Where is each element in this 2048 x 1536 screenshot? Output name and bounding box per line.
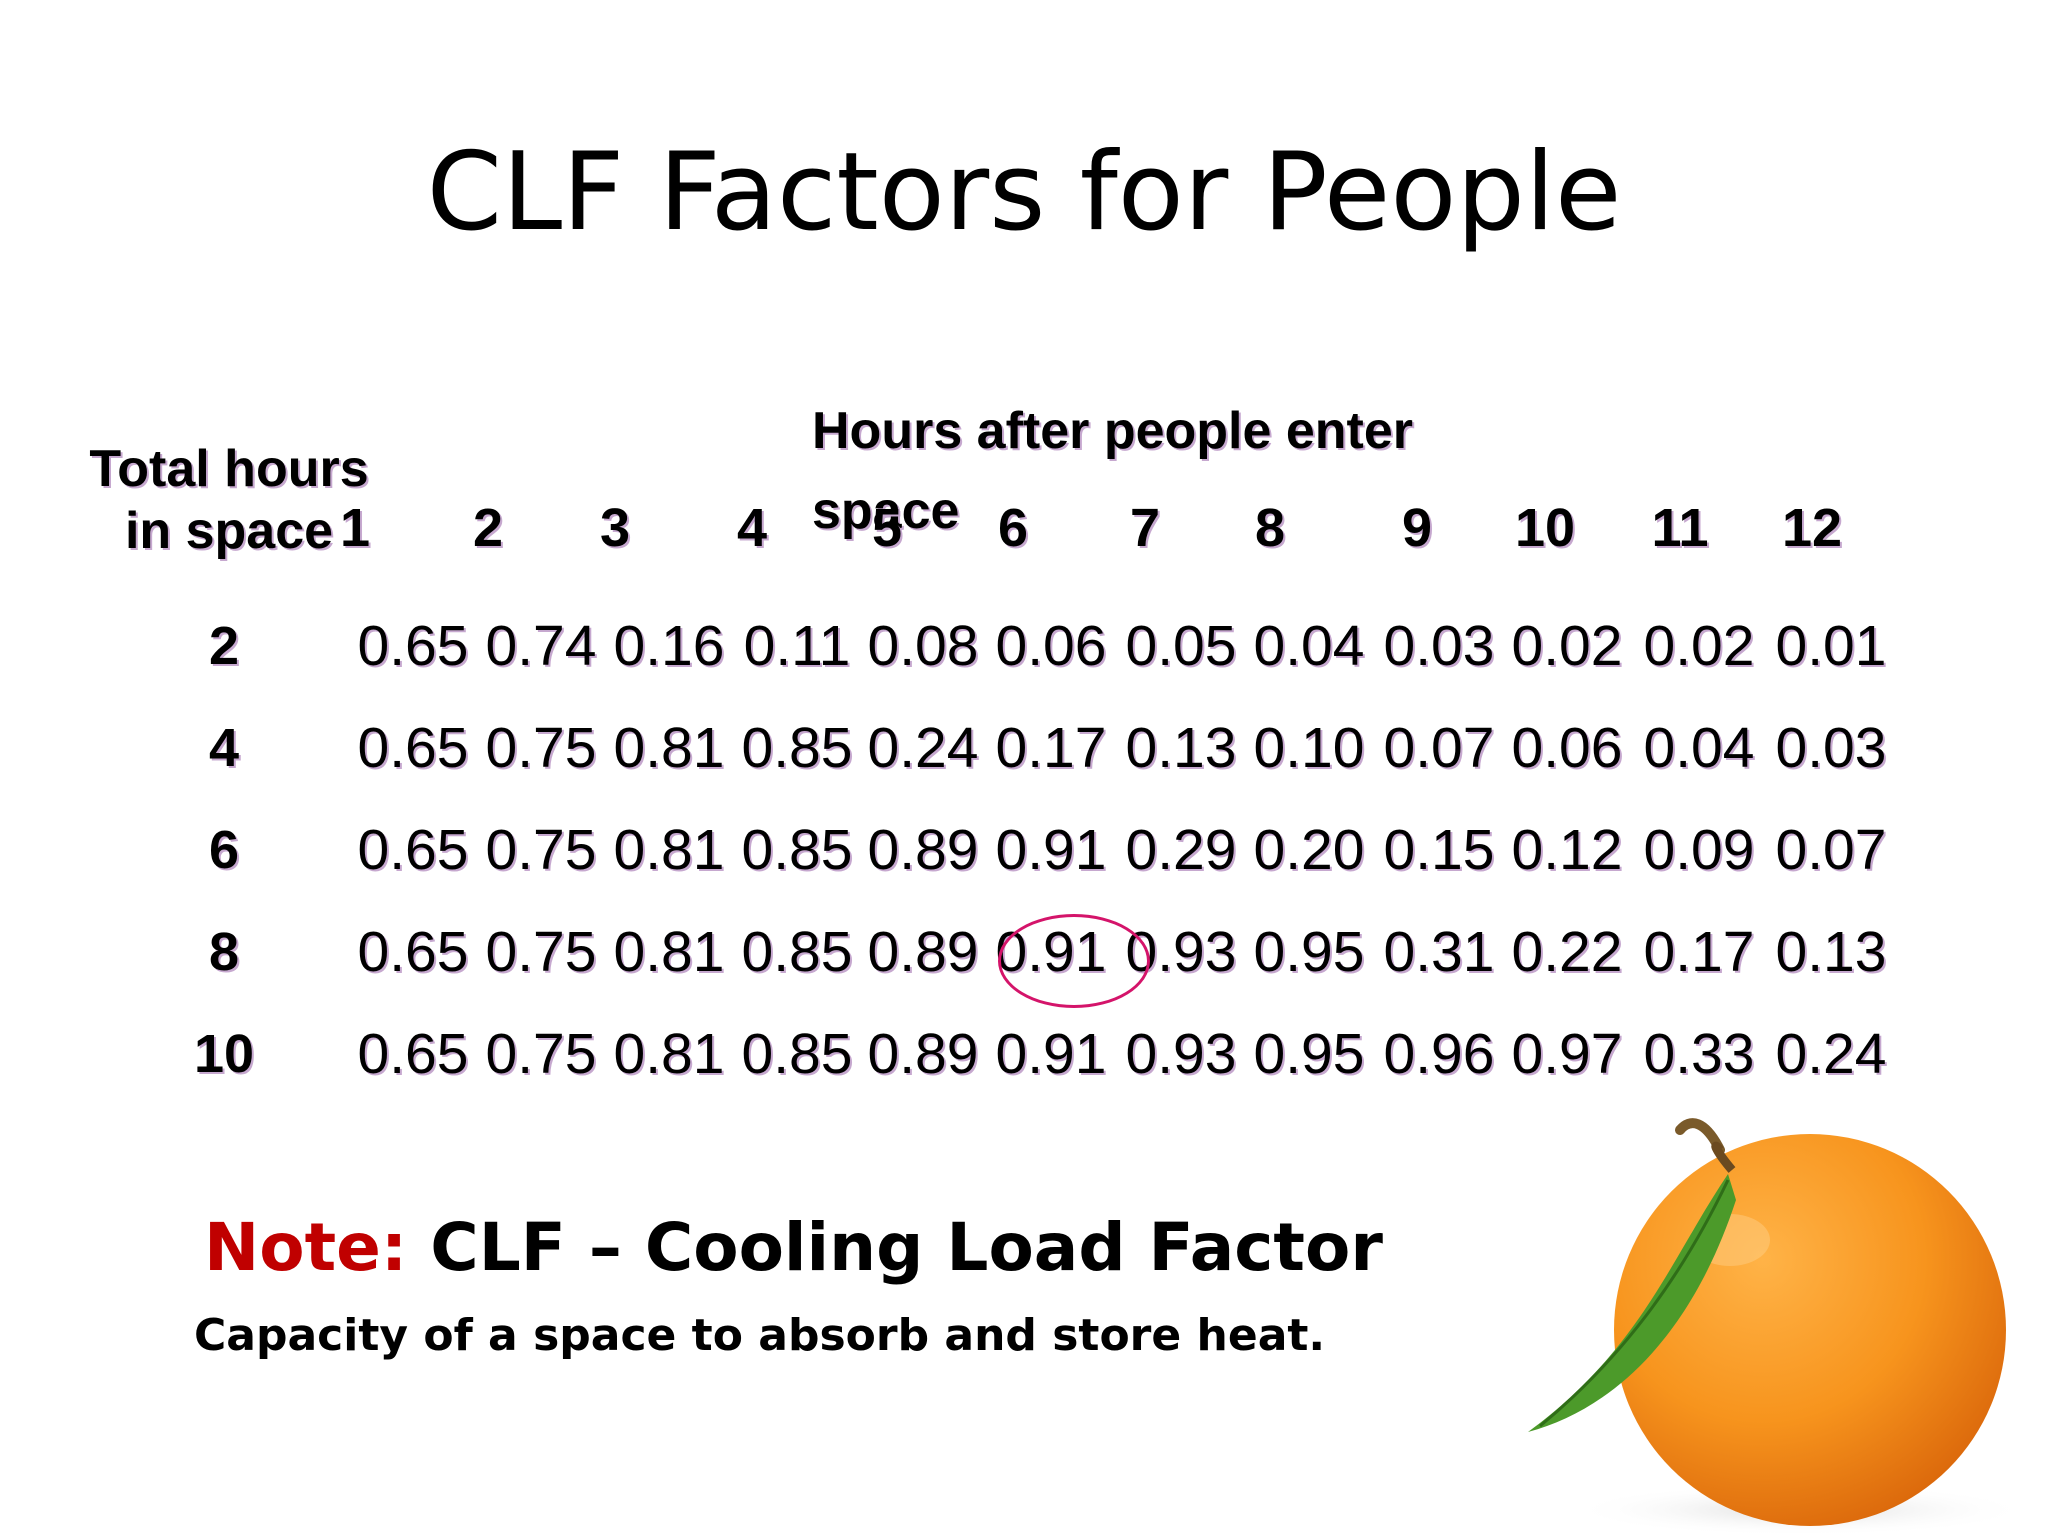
table-cell: 0.65 [357,920,469,984]
table-cell: 0.85 [741,818,853,882]
row-label: 2 [208,616,240,676]
slide-title: CLF Factors for People [426,130,1622,255]
row-header-line-2: in space [124,502,334,560]
column-header: Hours after people enter space [812,400,1512,540]
column-number: 3 [599,498,631,558]
note: Note: CLF – Cooling Load Factor [204,1208,1383,1288]
table-cell: 0.81 [613,1022,725,1086]
table-cell: 0.06 [1511,716,1623,780]
table-cell: 0.05 [1125,614,1237,678]
table-cell: 0.91 [995,1022,1107,1086]
table-cell: 0.81 [613,818,725,882]
table-cell: 0.22 [1511,920,1623,984]
table-cell: 0.11 [743,614,851,678]
column-number: 5 [871,498,903,558]
table-cell: 0.29 [1125,818,1237,882]
table-cell: 0.89 [867,920,979,984]
column-number: 10 [1514,498,1576,558]
table-cell: 0.75 [485,818,597,882]
table-cell: 0.24 [1775,1022,1887,1086]
table-cell: 0.75 [485,1022,597,1086]
table-cell: 0.07 [1383,716,1495,780]
table-cell: 0.85 [741,716,853,780]
table-cell: 0.97 [1511,1022,1623,1086]
note-label: Note: [204,1209,408,1286]
table-cell: 0.17 [1643,920,1755,984]
row-label: 10 [193,1024,255,1084]
table-cell: 0.65 [357,818,469,882]
table-cell: 0.65 [357,716,469,780]
table-cell: 0.96 [1383,1022,1495,1086]
column-number: 2 [472,498,504,558]
table-cell: 0.02 [1643,614,1755,678]
column-number: 11 [1651,498,1709,558]
table-cell: 0.20 [1253,818,1365,882]
table-cell: 0.09 [1643,818,1755,882]
table-cell: 0.89 [867,1022,979,1086]
row-label: 6 [208,820,240,880]
table-cell: 0.13 [1775,920,1887,984]
table-cell: 0.16 [613,614,725,678]
column-number: 7 [1129,498,1161,558]
column-number: 4 [736,498,768,558]
column-number: 8 [1254,498,1286,558]
table-cell: 0.01 [1775,614,1887,678]
column-number: 1 [339,498,371,558]
table-cell: 0.65 [357,1022,469,1086]
table-cell: 0.17 [995,716,1107,780]
table-cell: 0.93 [1125,1022,1237,1086]
row-label: 4 [208,718,240,778]
highlight-circle [998,914,1150,1008]
column-header-line-1: Hours after people enter [812,402,1414,460]
column-number: 12 [1781,498,1843,558]
column-number: 6 [997,498,1029,558]
table-cell: 0.85 [741,920,853,984]
table-cell: 0.95 [1253,1022,1365,1086]
row-header-line-1: Total hours [89,440,369,498]
table-cell: 0.13 [1125,716,1237,780]
column-number: 9 [1401,498,1433,558]
table-cell: 0.02 [1511,614,1623,678]
note-text: CLF – Cooling Load Factor [430,1209,1383,1286]
table-cell: 0.33 [1643,1022,1755,1086]
row-header: Total hours in space [64,438,394,562]
table-cell: 0.75 [485,716,597,780]
table-cell: 0.74 [485,614,597,678]
column-header-line-2: space [812,482,960,540]
table-cell: 0.07 [1775,818,1887,882]
table-cell: 0.15 [1383,818,1495,882]
table-cell: 0.03 [1383,614,1495,678]
table-cell: 0.65 [357,614,469,678]
table-cell: 0.95 [1253,920,1365,984]
table-cell: 0.91 [995,818,1107,882]
table-cell: 0.03 [1775,716,1887,780]
table-cell: 0.06 [995,614,1107,678]
table-cell: 0.75 [485,920,597,984]
table-cell: 0.24 [867,716,979,780]
note-subtext: Capacity of a space to absorb and store … [194,1310,1326,1361]
orange-fruit-icon [1528,1118,2030,1536]
table-cell: 0.04 [1643,716,1755,780]
table-cell: 0.04 [1253,614,1365,678]
table-cell: 0.12 [1511,818,1623,882]
table-cell: 0.85 [741,1022,853,1086]
row-label: 8 [208,922,240,982]
table-cell: 0.10 [1253,716,1365,780]
table-cell: 0.89 [867,818,979,882]
table-cell: 0.08 [867,614,979,678]
table-cell: 0.81 [613,920,725,984]
table-cell: 0.31 [1383,920,1495,984]
table-cell: 0.81 [613,716,725,780]
